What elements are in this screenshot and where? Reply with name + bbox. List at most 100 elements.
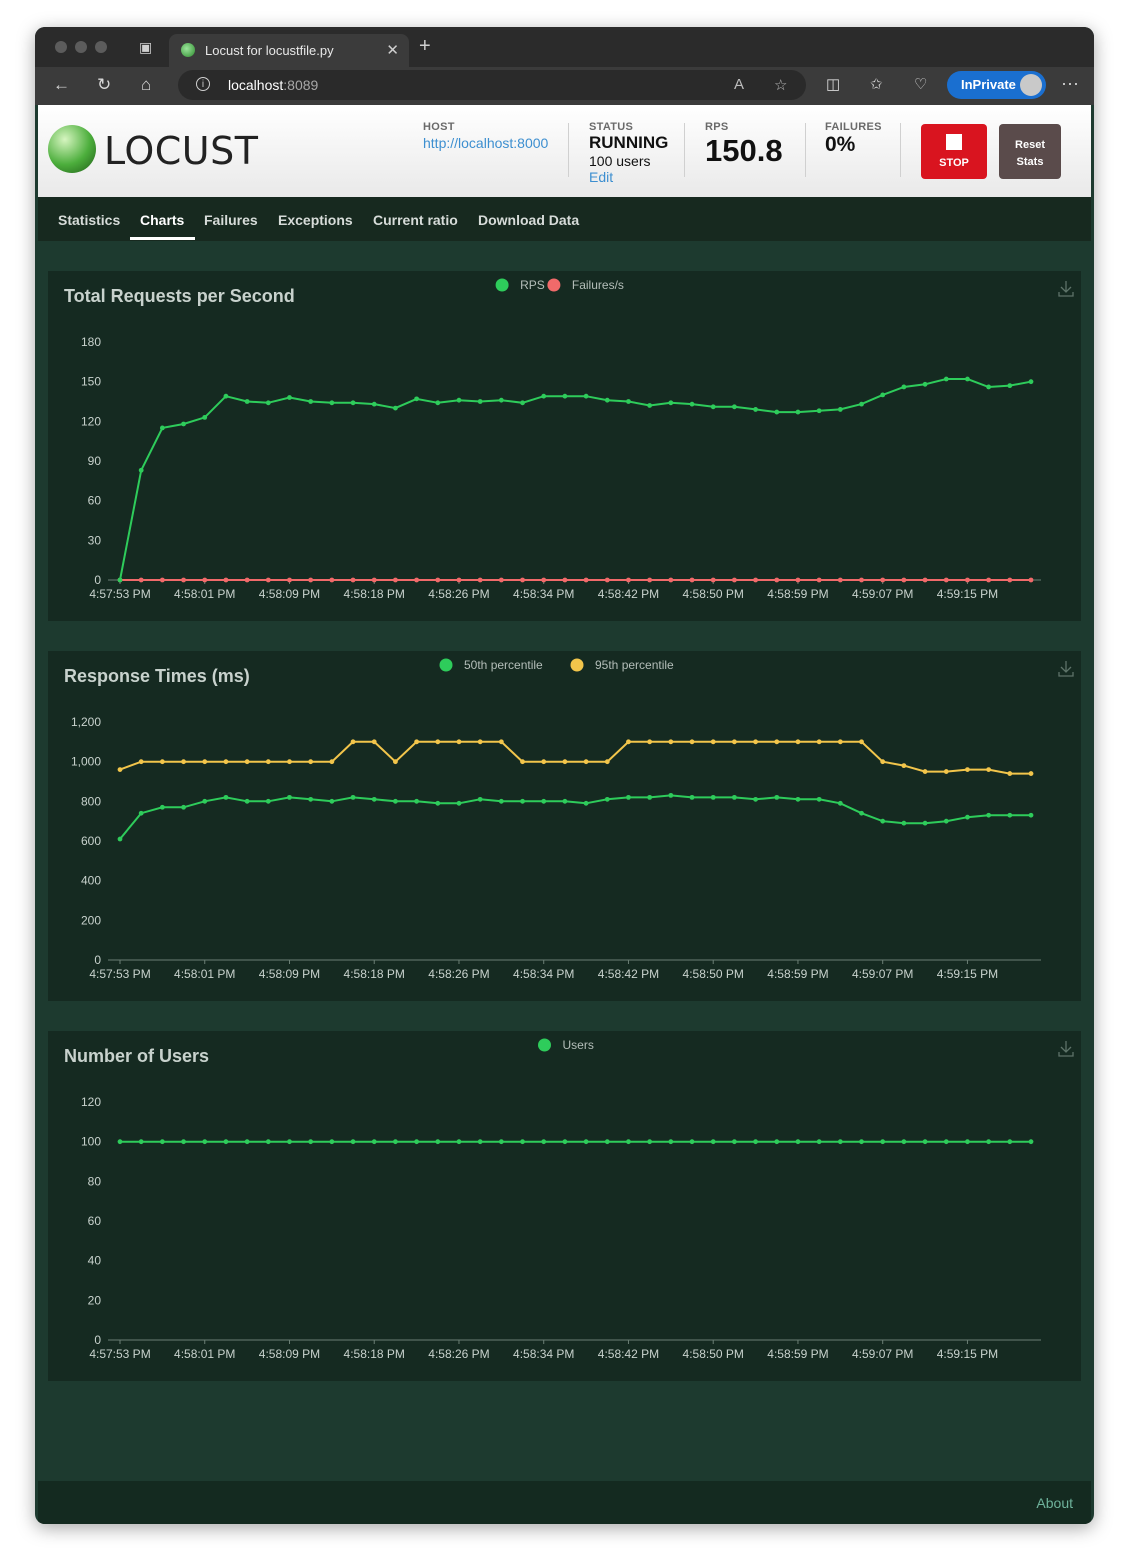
x-tick-label: 4:59:07 PM <box>852 1347 913 1361</box>
favorites-icon[interactable]: ✩ <box>870 76 883 93</box>
y-tick-label: 60 <box>88 1214 102 1228</box>
new-tab-icon[interactable]: + <box>419 35 431 57</box>
failures-label: FAILURES <box>825 121 882 133</box>
data-point <box>181 421 186 427</box>
site-info-icon[interactable]: i <box>196 77 210 91</box>
data-point <box>435 800 441 806</box>
failures-stat: FAILURES 0% <box>825 121 882 157</box>
data-point <box>1028 812 1034 818</box>
data-point <box>1028 577 1034 583</box>
window-minimize-dot[interactable] <box>75 41 87 53</box>
edit-users-link[interactable]: Edit <box>589 169 614 185</box>
data-point <box>710 577 716 583</box>
window-maximize-dot[interactable] <box>95 41 107 53</box>
about-link[interactable]: About <box>1036 1495 1073 1511</box>
data-point <box>181 1139 186 1145</box>
legend-swatch <box>495 278 509 292</box>
legend-label: Users <box>563 1038 594 1052</box>
data-point <box>202 759 208 765</box>
data-point <box>308 399 314 404</box>
data-point <box>159 804 165 810</box>
data-point <box>393 577 398 583</box>
x-tick-label: 4:58:59 PM <box>767 967 828 981</box>
download-icon-path <box>1058 1041 1074 1057</box>
read-aloud-icon[interactable]: A <box>734 76 745 93</box>
browser-tab[interactable]: Locust for locustfile.py ✕ <box>169 34 409 67</box>
data-point <box>647 739 653 745</box>
y-tick-label: 400 <box>81 874 101 888</box>
download-icon[interactable] <box>1058 661 1074 677</box>
data-point <box>287 1139 292 1145</box>
tab-download-data[interactable]: Download Data <box>478 212 580 228</box>
data-point <box>202 414 208 420</box>
data-point <box>604 759 610 765</box>
data-point <box>498 1139 504 1145</box>
window-close-dot[interactable] <box>55 41 67 53</box>
data-point <box>1028 771 1034 776</box>
data-point <box>901 1139 907 1145</box>
data-point <box>753 739 758 745</box>
x-tick-label: 4:58:42 PM <box>598 587 659 601</box>
y-tick-label: 0 <box>94 953 101 967</box>
inprivate-label: InPrivate <box>961 77 1016 92</box>
data-point <box>265 577 271 583</box>
split-screen-icon[interactable]: ◫ <box>826 76 841 93</box>
tab-current-ratio[interactable]: Current ratio <box>373 212 458 228</box>
data-point <box>350 739 356 745</box>
data-point <box>414 577 420 583</box>
favorite-star-icon[interactable]: ☆ <box>774 77 788 94</box>
data-point <box>689 794 695 800</box>
reset-stats-button[interactable]: Reset Stats <box>999 124 1061 179</box>
data-point <box>371 577 377 583</box>
data-point <box>986 1139 992 1145</box>
data-point <box>223 577 229 583</box>
download-icon-path <box>1058 661 1074 677</box>
data-point <box>435 1139 441 1145</box>
data-point <box>223 1139 229 1145</box>
data-point <box>244 798 250 804</box>
data-point <box>393 798 398 804</box>
close-tab-icon[interactable]: ✕ <box>386 42 399 59</box>
host-link[interactable]: http://localhost:8000 <box>423 135 549 151</box>
data-point <box>287 759 292 765</box>
data-point <box>223 794 229 800</box>
divider <box>568 123 569 177</box>
divider <box>805 123 806 177</box>
download-icon[interactable] <box>1058 281 1074 297</box>
reload-icon[interactable]: ↻ <box>97 75 112 94</box>
data-point <box>583 800 589 806</box>
data-point <box>795 796 801 802</box>
data-point <box>477 1139 483 1145</box>
data-point <box>668 577 674 583</box>
tab-actions-icon[interactable]: ▣ <box>139 39 153 55</box>
locust-favicon-icon <box>181 43 195 57</box>
data-point <box>562 393 568 399</box>
data-point <box>477 796 483 802</box>
stop-button[interactable]: STOP <box>921 124 987 179</box>
x-tick-label: 4:58:50 PM <box>683 967 744 981</box>
data-point <box>541 1139 547 1145</box>
tab-exceptions[interactable]: Exceptions <box>278 212 353 228</box>
data-point <box>774 1139 780 1145</box>
legend-swatch <box>547 278 561 292</box>
data-point <box>159 425 165 431</box>
data-point <box>668 400 674 406</box>
tab-statistics[interactable]: Statistics <box>58 212 121 228</box>
inprivate-badge[interactable]: InPrivate <box>947 71 1046 99</box>
address-bar[interactable]: i localhost:8089 A ☆ <box>178 70 806 100</box>
data-point <box>117 767 123 772</box>
tab-charts[interactable]: Charts <box>140 212 185 228</box>
download-icon[interactable] <box>1058 1041 1074 1057</box>
data-point <box>181 759 186 765</box>
data-point <box>965 814 970 820</box>
data-point <box>880 1139 886 1145</box>
x-tick-label: 4:58:34 PM <box>513 587 574 601</box>
data-point <box>583 393 589 399</box>
back-arrow-icon[interactable]: ← <box>53 75 70 94</box>
data-point <box>816 1139 822 1145</box>
home-icon[interactable]: ⌂ <box>141 75 152 94</box>
browser-essentials-icon[interactable]: ♡ <box>914 76 928 93</box>
data-point <box>795 409 801 415</box>
more-menu-icon[interactable]: ··· <box>1061 73 1079 93</box>
tab-failures[interactable]: Failures <box>204 212 258 228</box>
